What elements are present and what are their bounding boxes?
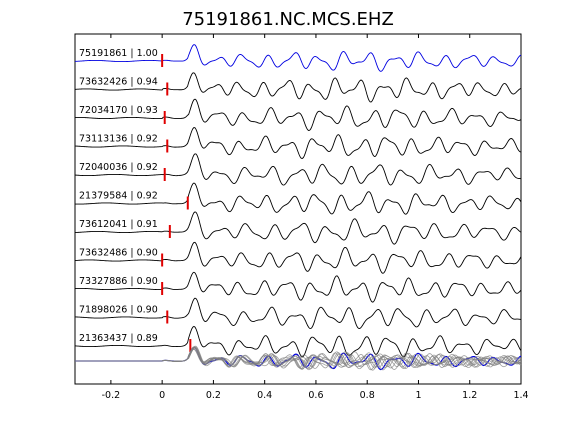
trace-label: 72034170 | 0.93 (79, 105, 158, 116)
trace-line (74, 211, 522, 245)
trace-line (74, 127, 522, 160)
labels-layer: 75191861 | 1.00 73632426 | 0.94 72034170 |… (79, 48, 158, 344)
trace-line (74, 241, 522, 274)
trace-label: 21379584 | 0.92 (79, 191, 158, 202)
stack-trace (75, 346, 522, 370)
x-tick-label: 1.4 (513, 390, 528, 401)
x-tick-label: 0.8 (360, 390, 375, 401)
trace-label: 73612041 | 0.91 (79, 219, 158, 230)
trace-label: 73327886 | 0.90 (79, 276, 158, 287)
trace-line (74, 153, 522, 186)
trace-label: 75191861 | 1.00 (79, 48, 158, 59)
x-axis: -0.2 0 0.2 0.4 0.6 0.8 1 1.2 1.4 (102, 34, 529, 401)
traces-layer (74, 44, 522, 358)
trace-label: 73632426 | 0.94 (79, 77, 158, 88)
trace-line (74, 297, 522, 330)
trace-label: 72040036 | 0.92 (79, 162, 158, 173)
trace-line (74, 44, 522, 72)
trace-line (74, 182, 522, 215)
trace-label: 73113136 | 0.92 (79, 134, 158, 145)
x-tick-label: 0.2 (206, 390, 221, 401)
stack-layer (75, 345, 522, 371)
x-tick-label: 0.6 (308, 390, 323, 401)
x-tick-label: 0.4 (257, 390, 272, 401)
x-tick-label: -0.2 (102, 390, 121, 401)
trace-label: 21363437 | 0.89 (79, 333, 158, 344)
chart-title: 75191861.NC.MCS.EHZ (182, 9, 394, 30)
trace-line (74, 98, 522, 132)
trace-line (74, 271, 522, 303)
trace-label: 71898026 | 0.90 (79, 305, 158, 316)
x-tick-label: 1.2 (462, 390, 477, 401)
trace-line (74, 325, 522, 358)
x-tick-label: 1 (415, 390, 421, 401)
x-tick-label: 0 (159, 390, 165, 401)
trace-line (74, 72, 522, 103)
trace-label: 73632486 | 0.90 (79, 248, 158, 259)
